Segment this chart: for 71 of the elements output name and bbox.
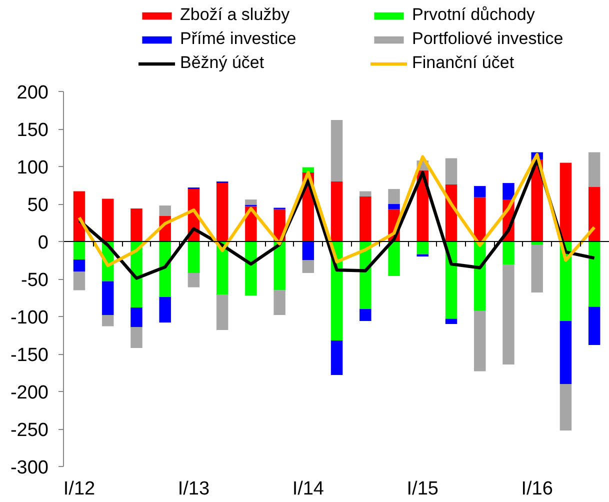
bar [102, 281, 114, 316]
bar [274, 290, 286, 316]
bar [560, 321, 572, 384]
legend-label: Finanční účet [412, 53, 516, 73]
bar [188, 242, 200, 274]
y-tick-label: -300 [10, 458, 49, 478]
bar [588, 242, 600, 307]
legend-label: Portfoliové investice [412, 29, 564, 49]
bar [474, 197, 486, 242]
legend-label: Přímé investice [180, 29, 298, 49]
x-tick-label: I/14 [292, 478, 324, 500]
bar [588, 306, 600, 346]
bar [330, 120, 343, 182]
bar [360, 191, 372, 197]
bar [188, 273, 200, 288]
bar [502, 183, 514, 200]
y-tick-label: 150 [16, 120, 48, 142]
bar [416, 242, 428, 254]
bar [474, 310, 486, 372]
bar [73, 272, 86, 290]
y-tick-label: -50 [21, 270, 49, 292]
bar [360, 196, 372, 242]
y-tick-label: 50 [27, 195, 49, 216]
bar [102, 198, 114, 242]
bar [73, 242, 86, 260]
y-tick-label: -250 [10, 420, 49, 441]
y-tick-label: 100 [16, 158, 48, 179]
bar [159, 206, 171, 216]
bar [502, 242, 514, 265]
y-tick-label: -200 [10, 382, 49, 404]
bar [388, 189, 400, 204]
bar [560, 162, 572, 242]
y-tick-label: -100 [10, 308, 49, 329]
bar [502, 264, 514, 365]
bar [445, 158, 458, 185]
bar [330, 182, 343, 242]
bar [102, 315, 114, 326]
legend-label: Běžný účet [180, 53, 266, 73]
x-tick-label: I/12 [63, 478, 96, 500]
bar [245, 242, 257, 296]
bar [274, 242, 286, 290]
bar [245, 200, 257, 205]
bar [445, 318, 458, 324]
bar [73, 260, 86, 272]
x-tick-label: I/16 [521, 478, 553, 500]
bar [159, 242, 171, 298]
bar [531, 244, 543, 293]
bar [588, 152, 600, 187]
y-tick-label: -150 [10, 345, 49, 366]
bar [388, 204, 400, 210]
bar [159, 297, 171, 323]
legend-label: Prvotní důchody [412, 5, 536, 25]
x-tick-label: I/15 [406, 478, 438, 500]
bar [360, 309, 372, 322]
bar [130, 308, 142, 328]
bar [216, 294, 228, 330]
bar [474, 186, 486, 198]
bar [130, 327, 142, 348]
bar [216, 183, 228, 242]
bar [560, 384, 572, 430]
bar [302, 260, 314, 274]
bar [130, 208, 142, 242]
bar [302, 242, 314, 260]
bar [388, 242, 400, 276]
y-tick-label: 0 [38, 232, 49, 254]
y-tick-label: 200 [16, 82, 48, 104]
x-tick-label: I/13 [178, 478, 210, 500]
bar [588, 186, 600, 242]
legend-label: Zboží a služby [180, 5, 291, 25]
bar [73, 191, 86, 242]
bar [330, 340, 343, 376]
